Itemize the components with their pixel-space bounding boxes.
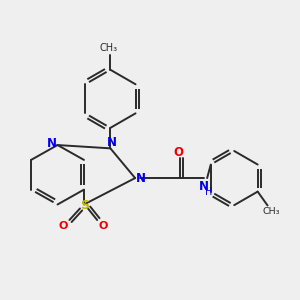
- Text: N: N: [136, 172, 146, 184]
- Text: N: N: [199, 180, 209, 193]
- Text: S: S: [80, 199, 89, 212]
- Text: N: N: [46, 137, 57, 150]
- Text: CH₃: CH₃: [100, 43, 118, 53]
- Text: CH₃: CH₃: [263, 207, 280, 216]
- Text: O: O: [59, 221, 68, 231]
- Text: O: O: [98, 221, 108, 231]
- Text: N: N: [107, 136, 117, 149]
- Text: O: O: [173, 146, 183, 159]
- Text: H: H: [206, 187, 213, 197]
